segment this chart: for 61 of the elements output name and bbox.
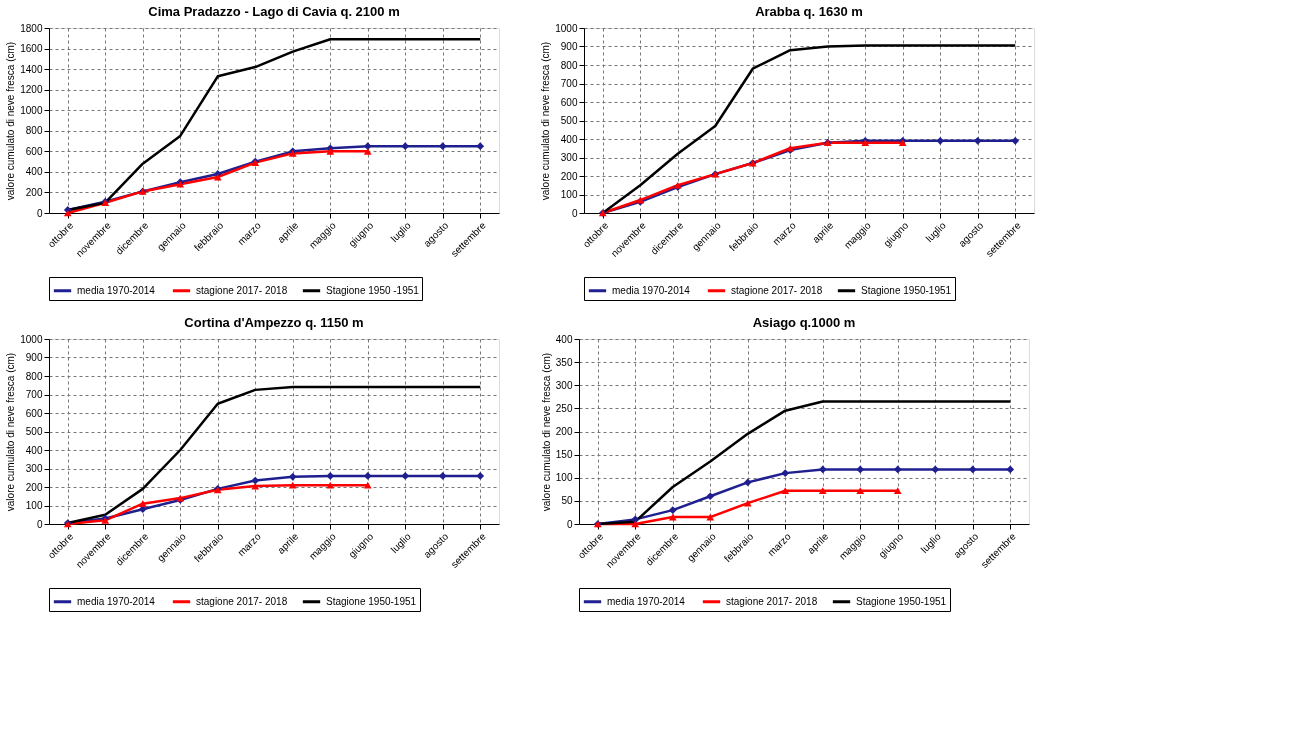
legend-label: stagione 2017- 2018 <box>726 595 818 607</box>
y-tick-label: 100 <box>555 472 573 484</box>
y-tick-label: 600 <box>25 145 43 157</box>
y-tick-label: 400 <box>25 444 43 456</box>
legend-label: media 1970-2014 <box>612 284 691 296</box>
y-tick-label: 0 <box>566 518 573 530</box>
y-tick-label: 1600 <box>20 43 43 55</box>
y-tick-label: 1800 <box>20 22 43 34</box>
y-tick-label: 0 <box>36 207 43 219</box>
y-tick-label: 200 <box>555 426 573 437</box>
y-tick-label: 0 <box>571 207 578 219</box>
y-tick-label: 200 <box>25 481 43 493</box>
y-tick-label: 800 <box>560 59 578 71</box>
y-tick-label: 500 <box>25 426 43 437</box>
y-tick-label: 1000 <box>555 22 578 34</box>
y-axis-title: valore cumulato di neve fresca (cm) <box>5 41 17 201</box>
legend-label: stagione 2017- 2018 <box>731 284 823 296</box>
chart-title: Cima Pradazzo - Lago di Cavia q. 2100 m <box>148 4 400 19</box>
y-tick-label: 200 <box>560 170 578 182</box>
y-tick-label: 500 <box>560 115 578 126</box>
y-tick-label: 1000 <box>20 104 43 116</box>
y-tick-label: 600 <box>560 96 578 108</box>
y-tick-label: 700 <box>25 389 43 400</box>
y-tick-label: 800 <box>25 125 43 137</box>
y-tick-label: 200 <box>25 186 43 198</box>
y-tick-label: 300 <box>25 463 43 474</box>
y-tick-label: 900 <box>25 352 43 363</box>
y-tick-label: 600 <box>25 407 43 419</box>
y-tick-label: 100 <box>25 500 43 511</box>
legend-label: Stagione 1950-1951 <box>856 595 947 607</box>
y-tick-label: 300 <box>560 152 578 163</box>
y-tick-label: 400 <box>560 133 578 145</box>
legend-label: Stagione 1950-1951 <box>861 284 952 296</box>
y-tick-label: 400 <box>25 166 43 178</box>
y-tick-label: 400 <box>555 333 573 345</box>
y-tick-label: 100 <box>560 189 578 200</box>
legend-label: stagione 2017- 2018 <box>196 284 288 296</box>
y-tick-label: 50 <box>561 495 573 507</box>
chart-title: Cortina d'Ampezzo q. 1150 m <box>184 315 364 330</box>
legend-label: media 1970-2014 <box>77 595 156 607</box>
y-axis-title: valore cumulato di neve fresca (cm) <box>540 352 552 512</box>
y-tick-label: 150 <box>555 449 573 461</box>
y-tick-label: 350 <box>555 356 573 368</box>
y-tick-label: 800 <box>25 370 43 382</box>
legend-label: media 1970-2014 <box>607 595 686 607</box>
legend-label: media 1970-2014 <box>77 284 156 296</box>
legend-label: Stagione 1950 -1951 <box>326 284 420 296</box>
y-tick-label: 0 <box>36 518 43 530</box>
y-tick-label: 1000 <box>20 333 43 345</box>
chart-title: Asiago q.1000 m <box>752 315 856 330</box>
y-axis-title: valore cumulato di neve fresca (cm) <box>540 41 552 201</box>
y-tick-label: 700 <box>560 78 578 89</box>
y-tick-label: 900 <box>560 41 578 52</box>
legend-label: stagione 2017- 2018 <box>196 595 288 607</box>
y-tick-label: 1200 <box>20 84 43 96</box>
legend-label: Stagione 1950-1951 <box>326 595 417 607</box>
y-tick-label: 1400 <box>20 63 43 75</box>
y-tick-label: 300 <box>555 379 573 391</box>
y-axis-title: valore cumulato di neve fresca (cm) <box>5 352 17 512</box>
chart-title: Arabba q. 1630 m <box>755 4 863 19</box>
y-tick-label: 250 <box>555 402 573 414</box>
